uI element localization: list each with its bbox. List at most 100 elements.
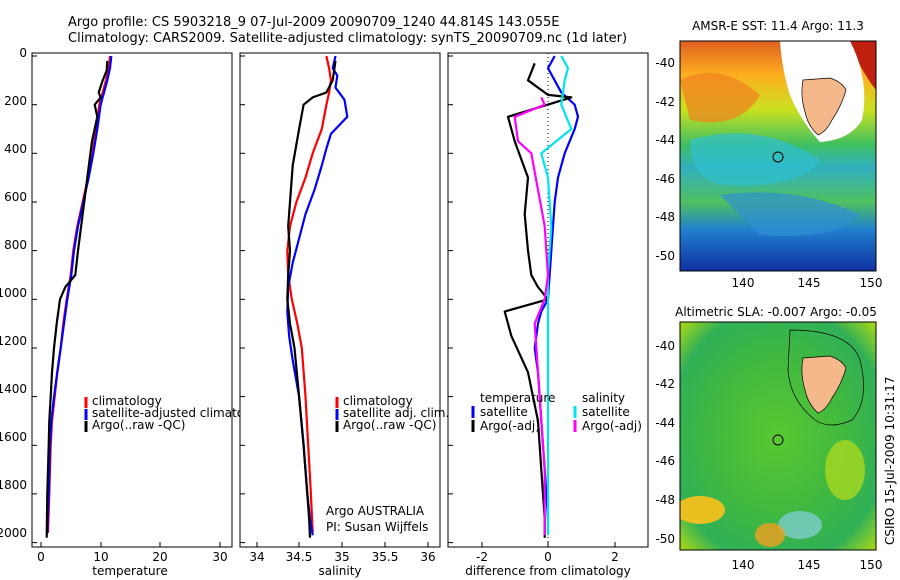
temperature-tick-label: 0 — [37, 550, 45, 564]
lat-tick-label: -42 — [655, 95, 675, 109]
legend-climatology: climatology — [92, 394, 162, 408]
profile-line-salinity-satellite — [540, 55, 573, 536]
difference-tick-label: 2 — [611, 550, 619, 564]
header-line-2: Climatology: CARS2009. Satellite-adjuste… — [68, 31, 627, 46]
sst-warm-patch — [680, 72, 760, 123]
sst-red-corner — [850, 41, 876, 90]
sst-blue-patch — [720, 192, 860, 236]
profile-line-satellite-adjusted-climatology — [46, 55, 113, 533]
depth-tick-label: 2000 — [0, 526, 27, 540]
salinity-legend: climatology satellite adj. clim. Argo(..… — [335, 394, 449, 432]
legend-sal-argo: Argo(-adj) — [582, 419, 642, 433]
argo-australia-annotation: Argo AUSTRALIA — [326, 504, 425, 518]
sla-yellow-patch — [680, 496, 725, 524]
sla-orange-patch — [755, 523, 785, 547]
temperature-tick-label: 30 — [212, 550, 227, 564]
pi-annotation: PI: Susan Wijffels — [326, 520, 428, 534]
salinity-tick-label: 34 — [249, 550, 264, 564]
salinity-tick-label: 34.5 — [286, 550, 313, 564]
sla-map-title: Altimetric SLA: -0.007 Argo: -0.05 — [675, 305, 877, 319]
depth-tick-label: 1200 — [0, 334, 27, 348]
depth-tick-label: 1800 — [0, 478, 27, 492]
lat-tick-label: -48 — [655, 493, 675, 507]
lon-tick-label: 140 — [732, 558, 755, 572]
temperature-x-label: temperature — [92, 564, 167, 578]
lat-tick-label: -46 — [655, 454, 675, 468]
legend-satellite-adj: satellite adj. clim. — [343, 406, 449, 420]
lon-tick-label: 145 — [798, 276, 821, 290]
lat-tick-label: -44 — [655, 416, 675, 430]
tasmania-land — [801, 77, 847, 136]
argo-location-marker — [772, 151, 784, 163]
difference-tick-label: 0 — [544, 550, 552, 564]
legend-temp-argo: Argo(-adj) — [480, 419, 540, 433]
salinity-axes-box — [239, 52, 441, 548]
difference-x-label: difference from climatology — [465, 564, 631, 578]
sst-map-panel: AMSR-E SST: 11.4 Argo: 11.3 -40 -42 -44 … — [655, 19, 882, 290]
legend-title-temperature: temperature — [480, 391, 555, 405]
legend-argo: Argo(..raw -QC) — [92, 418, 185, 432]
sst-map-y-ticks: -40 -42 -44 -46 -48 -50 — [655, 56, 675, 263]
tasmania-land — [801, 355, 847, 414]
lon-tick-label: 140 — [732, 276, 755, 290]
csiro-timestamp: CSIRO 15-Jul-2009 10:31:17 — [883, 377, 897, 545]
lat-tick-label: -48 — [655, 210, 675, 224]
sla-map-x-ticks: 140 145 150 — [732, 558, 883, 572]
salinity-tick-label: 35.5 — [372, 550, 399, 564]
lat-tick-label: -46 — [655, 172, 675, 186]
salinity-x-label: salinity — [318, 564, 361, 578]
difference-legend: temperature salinity satellite Argo(-adj… — [471, 391, 642, 433]
salinity-tick-label: 35 — [334, 550, 349, 564]
depth-y-ticks: 0 200 400 600 800 1000 1200 1400 1600 18… — [0, 46, 27, 540]
depth-tick-label: 1000 — [0, 286, 27, 300]
sla-cyan-patch — [778, 511, 822, 539]
lat-tick-label: -44 — [655, 133, 675, 147]
depth-tick-label: 600 — [4, 190, 27, 204]
lat-tick-label: -42 — [655, 377, 675, 391]
lat-tick-label: -40 — [655, 339, 675, 353]
salinity-panel: 34 34.5 35 35.5 36 salinity climatology … — [239, 52, 449, 578]
profile-line-salinity-argo-adj- — [513, 96, 550, 536]
legend-temp-satellite: satellite — [480, 405, 528, 419]
sst-map-x-ticks: 140 145 150 — [732, 276, 883, 290]
depth-tick-label: 1600 — [0, 430, 27, 444]
header-line-1: Argo profile: CS 5903218_9 07-Jul-2009 2… — [68, 15, 559, 30]
difference-plot-lines — [448, 55, 580, 544]
temperature-plot-lines — [32, 55, 113, 544]
temperature-panel: 0 10 20 30 temperature 0 200 400 600 800… — [0, 46, 262, 578]
temperature-x-ticks: 0 10 20 30 — [37, 542, 228, 564]
temperature-tick-label: 10 — [93, 550, 108, 564]
temperature-axes-box — [31, 52, 233, 548]
depth-tick-label: 1400 — [0, 382, 27, 396]
sla-lime-patch — [825, 440, 865, 500]
lon-tick-label: 150 — [860, 276, 883, 290]
sst-cyan-patch — [690, 133, 820, 186]
profile-line-temperature-argo-adj- — [503, 62, 573, 538]
salinity-tick-label: 36 — [420, 550, 435, 564]
sst-map-frame — [679, 40, 877, 272]
sla-map-panel: Altimetric SLA: -0.007 Argo: -0.05 -40 -… — [655, 305, 882, 572]
lat-tick-label: -50 — [655, 532, 675, 546]
profile-line-argo-raw-qc- — [45, 60, 109, 538]
shelf-contour — [787, 329, 864, 426]
sla-map-y-ticks: -40 -42 -44 -46 -48 -50 — [655, 339, 675, 546]
lat-tick-label: -40 — [655, 56, 675, 70]
difference-x-ticks: -2 0 2 — [476, 542, 619, 564]
depth-tick-label: 200 — [4, 94, 27, 108]
temperature-tick-label: 20 — [152, 550, 167, 564]
legend-title-salinity: salinity — [582, 391, 625, 405]
difference-panel: -2 0 2 difference from climatology tempe… — [447, 52, 649, 578]
sst-map-title: AMSR-E SST: 11.4 Argo: 11.3 — [692, 19, 864, 33]
profile-line-climatology — [286, 55, 332, 533]
lat-tick-label: -50 — [655, 249, 675, 263]
legend-satellite-adjusted: satellite-adjusted climatolog — [92, 406, 262, 420]
depth-tick-label: 800 — [4, 238, 27, 252]
lon-tick-label: 145 — [798, 558, 821, 572]
temperature-legend: climatology satellite-adjusted climatolo… — [84, 394, 262, 432]
legend-argo: Argo(..raw -QC) — [343, 418, 436, 432]
lon-tick-label: 150 — [860, 558, 883, 572]
legend-sal-satellite: satellite — [582, 405, 630, 419]
argo-location-marker — [772, 434, 784, 446]
legend-climatology: climatology — [343, 394, 413, 408]
